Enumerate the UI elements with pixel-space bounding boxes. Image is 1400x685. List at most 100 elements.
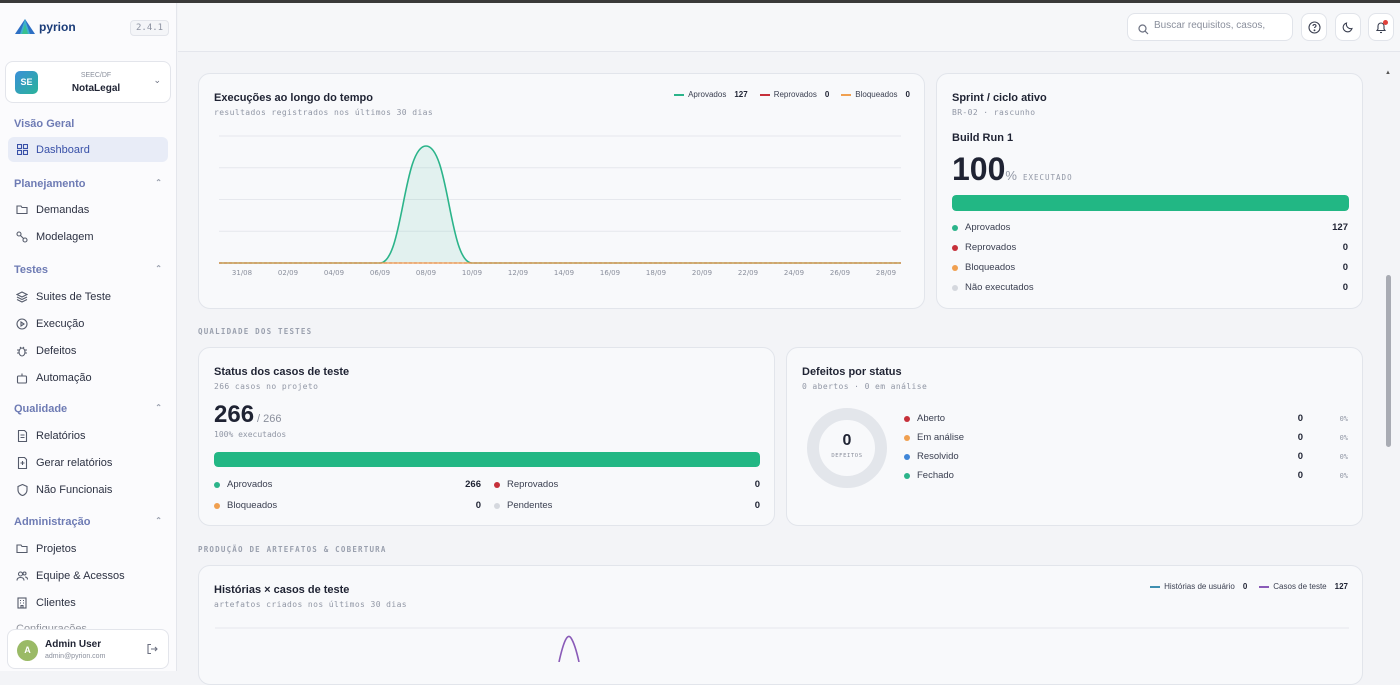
app-name: pyrion xyxy=(39,20,76,34)
row-label: Aprovados xyxy=(227,479,273,490)
row-label: Reprovados xyxy=(507,479,559,490)
legend-item-historias[interactable]: Histórias de usuário 0 xyxy=(1150,582,1247,591)
x-tick-label: 06/09 xyxy=(370,269,390,277)
search-box xyxy=(1127,13,1293,41)
row-pct: 0% xyxy=(1339,472,1348,480)
sidebar-item-equipe[interactable]: Equipe & Acessos xyxy=(8,563,168,588)
bot-icon xyxy=(16,372,28,384)
chevron-down-icon: ⌄ xyxy=(153,75,161,85)
nav-section-label: Qualidade xyxy=(14,403,68,415)
page-scrollbar[interactable]: ▲ xyxy=(1384,70,1394,670)
row-label: Bloqueados xyxy=(965,262,1016,273)
file-icon xyxy=(16,429,28,442)
x-tick-label: 28/09 xyxy=(876,269,896,277)
nav-section-tests[interactable]: Testes ⌃ xyxy=(14,264,162,276)
sprint-percent: 100 % EXECUTADO xyxy=(952,151,1073,188)
bug-icon xyxy=(16,345,28,357)
chevron-up-icon: ⌃ xyxy=(155,516,162,525)
help-circle-icon xyxy=(1307,20,1321,34)
search-input[interactable] xyxy=(1154,20,1286,31)
x-tick-label: 20/09 xyxy=(692,269,712,277)
row-label: Bloqueados xyxy=(227,500,278,511)
row-value: 0 xyxy=(1342,262,1348,273)
row-value: 0 xyxy=(754,479,760,490)
card-title: Execuções ao longo do tempo xyxy=(214,92,373,104)
theme-toggle-button[interactable] xyxy=(1335,13,1361,41)
legend-item-bloqueados[interactable]: Bloqueados 0 xyxy=(841,90,910,99)
sidebar-item-projetos[interactable]: Projetos xyxy=(8,536,168,561)
sidebar-item-modelagem[interactable]: Modelagem xyxy=(8,224,168,249)
sidebar-item-label: Execução xyxy=(36,317,85,330)
x-tick-label: 10/09 xyxy=(462,269,482,277)
sidebar-item-defeitos[interactable]: Defeitos xyxy=(8,338,168,363)
sidebar-item-label: Relatórios xyxy=(36,429,86,442)
sidebar-item-relatorios[interactable]: Relatórios xyxy=(8,423,168,448)
scrollbar-thumb[interactable] xyxy=(1386,275,1391,447)
sidebar-item-clientes[interactable]: Clientes xyxy=(8,590,168,615)
percent-value: 100 xyxy=(952,151,1006,187)
legend-item-casos[interactable]: Casos de teste 127 xyxy=(1259,582,1348,591)
sprint-progress-bar xyxy=(952,195,1349,211)
logout-icon[interactable] xyxy=(146,642,158,660)
notifications-button[interactable] xyxy=(1368,13,1394,41)
x-tick-label: 22/09 xyxy=(738,269,758,277)
sidebar-item-nao-funcionais[interactable]: Não Funcionais xyxy=(8,477,168,502)
legend-item-aprovados[interactable]: Aprovados 127 xyxy=(674,90,748,99)
app-logo[interactable]: pyrion xyxy=(14,18,76,36)
file-plus-icon xyxy=(16,456,28,469)
x-tick-label: 24/09 xyxy=(784,269,804,277)
card-subtitle: resultados registrados nos últimos 30 di… xyxy=(214,108,434,117)
row-value: 127 xyxy=(1332,222,1348,233)
sidebar-item-demandas[interactable]: Demandas xyxy=(8,197,168,222)
sidebar-item-dashboard[interactable]: Dashboard xyxy=(8,137,168,162)
pyrion-logo-icon xyxy=(15,19,35,34)
card-subtitle: BR-02 · rascunho xyxy=(952,108,1036,117)
nav-section-planning[interactable]: Planejamento ⌃ xyxy=(14,178,162,190)
sidebar-item-suites[interactable]: Suites de Teste xyxy=(8,284,168,309)
x-tick-label: 14/09 xyxy=(554,269,574,277)
card-title: Sprint / ciclo ativo xyxy=(952,92,1047,104)
row-pct: 0% xyxy=(1339,453,1348,461)
project-selector[interactable]: SE SEEC/DF NotaLegal ⌄ xyxy=(5,61,171,103)
nav-section-overview: Visão Geral xyxy=(14,118,75,130)
defect-row-aberto: Aberto xyxy=(904,413,945,424)
nav-section-label: Administração xyxy=(14,516,91,528)
sidebar-item-label: Clientes xyxy=(36,596,76,609)
sidebar-item-label: Dashboard xyxy=(36,143,90,156)
row-pct: 0% xyxy=(1339,434,1348,442)
layers-icon xyxy=(16,290,28,303)
sprint-row-reprovados: Reprovados xyxy=(952,242,1016,253)
count-value: 266 xyxy=(214,401,255,428)
sidebar-item-gerar-relatorios[interactable]: Gerar relatórios xyxy=(8,450,168,475)
sidebar-item-automacao[interactable]: Automação xyxy=(8,365,168,390)
card-subtitle: 0 abertos · 0 em análise xyxy=(802,382,928,391)
help-button[interactable] xyxy=(1301,13,1327,41)
row-value: 0 xyxy=(754,500,760,511)
cases-row-reprovados: Reprovados xyxy=(494,479,558,490)
nav-section-admin[interactable]: Administração ⌃ xyxy=(14,516,162,528)
user-profile: A Admin User admin@pyrion.com xyxy=(7,629,169,669)
legend-value: 127 xyxy=(1334,582,1348,591)
row-label: Aberto xyxy=(917,413,945,424)
cases-row-pendentes: Pendentes xyxy=(494,500,552,511)
row-label: Não executados xyxy=(965,282,1034,293)
scroll-up-icon[interactable]: ▲ xyxy=(1385,70,1391,76)
executions-chart-card: Execuções ao longo do tempo resultados r… xyxy=(198,73,925,309)
sidebar-item-label: Automação xyxy=(36,371,92,384)
section-title-quality: QUALIDADE DOS TESTES xyxy=(198,327,313,336)
nav-section-quality[interactable]: Qualidade ⌃ xyxy=(14,403,162,415)
sidebar-item-execucao[interactable]: Execução xyxy=(8,311,168,336)
defect-row-fechado: Fechado xyxy=(904,470,954,481)
folder-icon xyxy=(16,204,28,216)
percent-sign: % xyxy=(1005,168,1017,183)
row-pct: 0% xyxy=(1339,415,1348,423)
row-value: 0 xyxy=(1297,451,1303,462)
x-tick-label: 04/09 xyxy=(324,269,344,277)
project-org: SEEC/DF xyxy=(80,72,112,79)
folder-icon xyxy=(16,543,28,555)
legend-value: 0 xyxy=(824,90,830,99)
project-avatar: SE xyxy=(15,71,38,94)
cases-progress-bar xyxy=(214,452,760,467)
series-area-aprovados xyxy=(219,146,901,263)
legend-item-reprovados[interactable]: Reprovados 0 xyxy=(759,90,830,99)
